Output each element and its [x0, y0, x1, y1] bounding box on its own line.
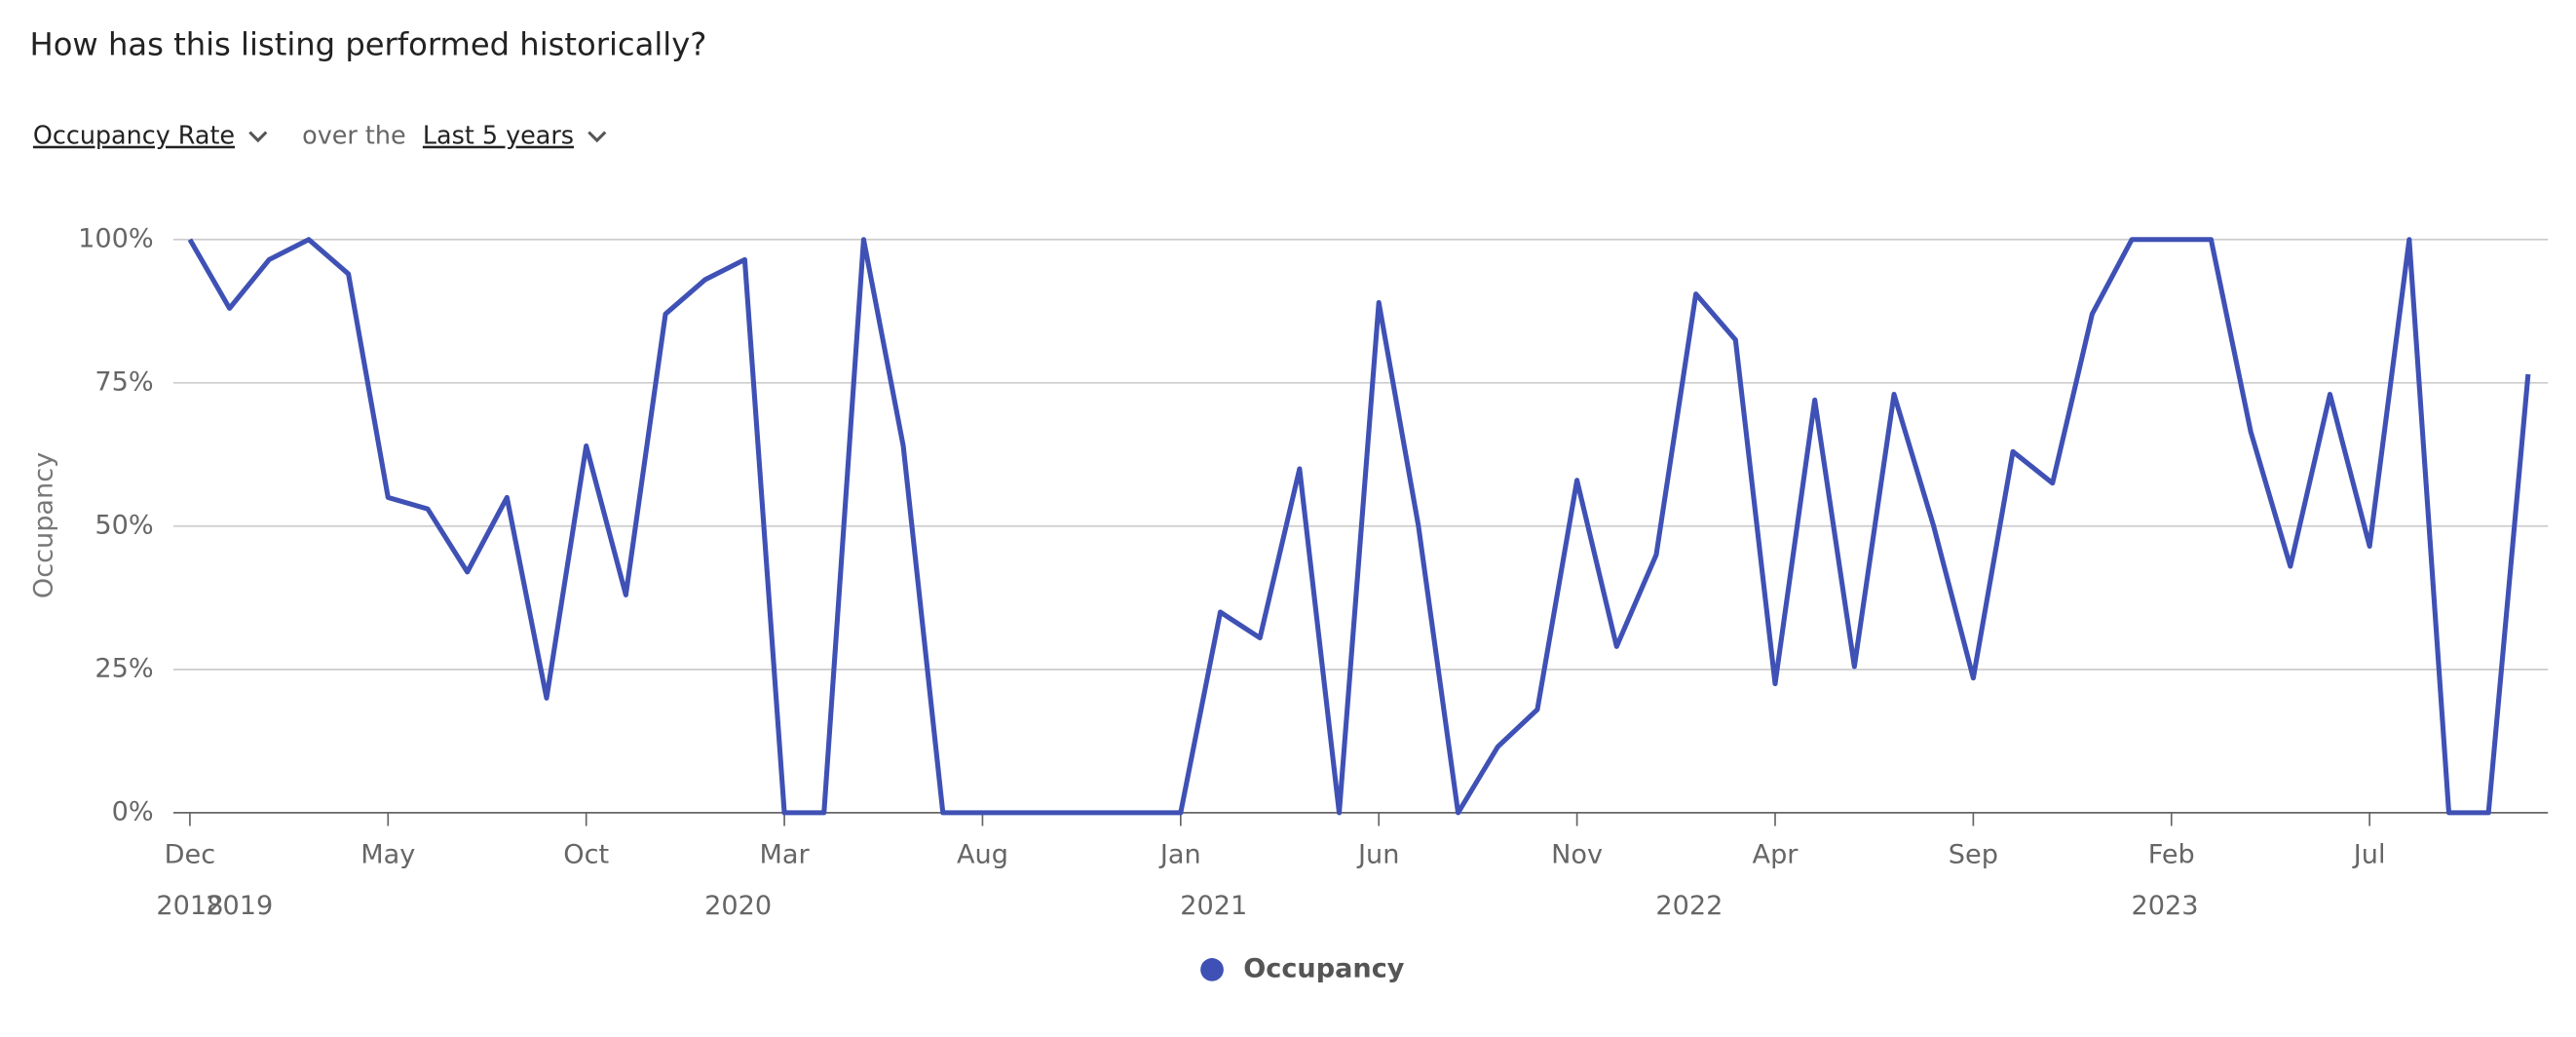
connector-text: over the	[302, 121, 405, 150]
period-label[interactable]: Last 5 years	[423, 121, 574, 150]
chevron[interactable]	[248, 131, 268, 143]
chevron[interactable]	[587, 131, 607, 143]
y-tick-label: 25%	[95, 653, 153, 683]
x-tick-label: Apr	[1753, 839, 1799, 869]
y-axis-title: Occupancy	[28, 452, 58, 598]
year-label: 2021	[1180, 891, 1247, 921]
data-line	[187, 237, 2531, 816]
year-label: 2018	[156, 891, 223, 921]
x-tick-label: May	[360, 839, 415, 869]
x-tick-label: Mar	[759, 839, 810, 869]
legend-label: Occupancy	[1243, 953, 1405, 983]
legend-marker	[1200, 958, 1224, 981]
y-tick-label: 100%	[78, 223, 154, 253]
x-tick-label: Jul	[2352, 839, 2386, 869]
metric-label[interactable]: Occupancy Rate	[33, 121, 235, 150]
year-label: 2023	[2131, 891, 2198, 921]
year-label: 2019	[206, 891, 273, 921]
y-tick-label: 50%	[95, 510, 153, 540]
x-tick-label: Sep	[1949, 839, 1998, 869]
year-label: 2020	[704, 891, 772, 921]
x-tick-label: Feb	[2148, 839, 2195, 869]
metric-dropdown[interactable]: Occupancy Rate	[33, 121, 268, 150]
x-tick-label: Jan	[1158, 839, 1201, 869]
x-tick-label: Dec	[165, 839, 215, 869]
x-tick-label: Aug	[957, 839, 1008, 869]
y-tick-label: 75%	[95, 366, 153, 397]
year-label: 2022	[1655, 891, 1723, 921]
period-dropdown[interactable]: Last 5 years	[423, 121, 607, 150]
page-title: How has this listing performed historica…	[30, 25, 707, 62]
y-tick-label: 0%	[112, 796, 154, 826]
x-tick-label: Jun	[1356, 839, 1399, 869]
x-tick-label: Nov	[1551, 839, 1603, 869]
x-tick-label: Oct	[563, 839, 609, 869]
